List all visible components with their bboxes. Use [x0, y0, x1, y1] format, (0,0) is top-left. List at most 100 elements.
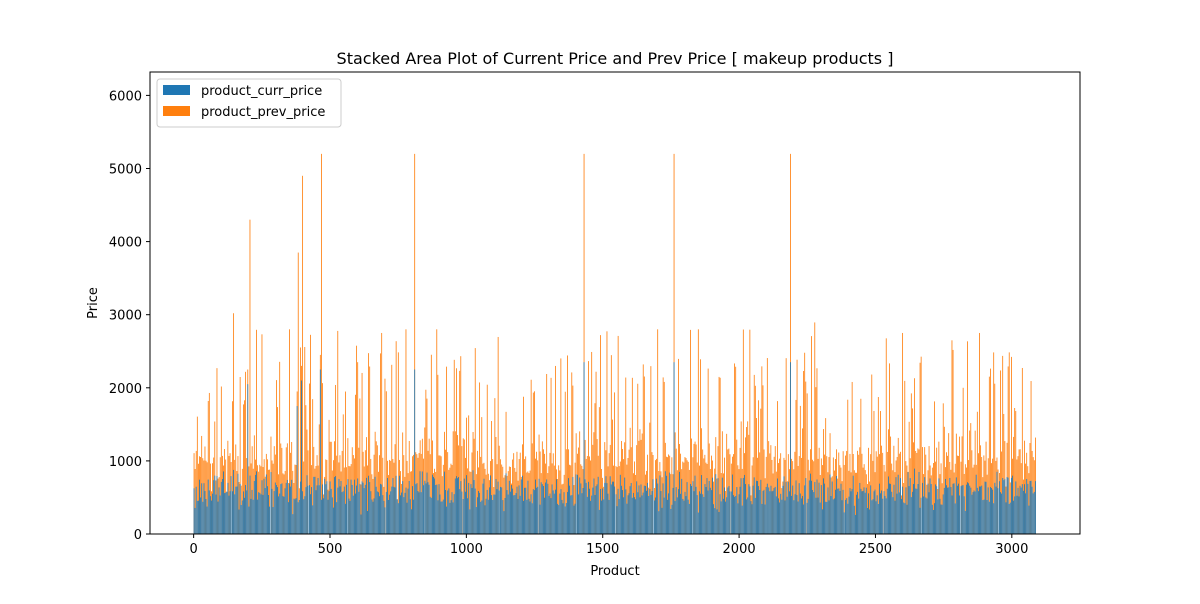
bar-curr-price [964, 510, 966, 534]
bar-curr-price [747, 497, 749, 534]
bar-curr-price [246, 490, 248, 534]
bar-curr-price [656, 478, 658, 534]
bar-curr-price [873, 491, 875, 534]
bar-curr-price [851, 489, 853, 534]
bar-curr-price [1029, 481, 1031, 534]
bar-curr-price [426, 472, 428, 534]
bar-curr-price [1020, 487, 1022, 534]
bar-curr-price [704, 484, 706, 534]
bar-curr-price [340, 481, 342, 534]
bar-curr-price [1026, 479, 1028, 534]
legend-swatch-curr-price [163, 85, 190, 95]
bar-curr-price [601, 500, 602, 534]
bar-curr-price [852, 475, 854, 534]
bar-prev-price [206, 462, 208, 534]
bar-curr-price [297, 502, 299, 534]
bar-prev-price [805, 381, 807, 534]
bar-curr-price [458, 477, 460, 534]
bar-prev-price [469, 471, 471, 534]
bar-prev-price [373, 454, 375, 534]
bar-curr-price [860, 488, 862, 534]
bar-curr-price [733, 495, 734, 534]
bar-curr-price [812, 489, 814, 534]
bar-curr-price [815, 497, 817, 534]
bar-curr-price [744, 474, 745, 534]
bar-curr-price [618, 499, 620, 534]
bar-prev-price [742, 329, 744, 534]
bar-curr-price [329, 481, 331, 534]
bar-curr-price [659, 475, 661, 534]
bar-curr-price [992, 489, 994, 534]
bar-prev-price [429, 454, 431, 534]
bar-curr-price [493, 494, 495, 534]
bar-prev-price [796, 359, 798, 534]
bar-curr-price [337, 487, 339, 534]
bar-prev-price [1013, 436, 1015, 534]
x-tick-label: 3000 [995, 542, 1028, 557]
bar-prev-price [990, 368, 991, 534]
bar-prev-price [309, 383, 310, 534]
bar-curr-price [886, 488, 888, 534]
bar-curr-price [862, 490, 864, 534]
bar-curr-price [905, 487, 907, 534]
bar-curr-price [702, 494, 704, 534]
bar-curr-price [841, 500, 843, 534]
bar-prev-price [437, 374, 439, 534]
bar-prev-price [460, 356, 462, 534]
bar-prev-price [289, 329, 290, 534]
bar-curr-price [718, 511, 720, 534]
bar-curr-price [311, 487, 313, 534]
bar-curr-price [463, 478, 465, 534]
bar-curr-price [369, 482, 371, 534]
bar-curr-price [928, 492, 930, 534]
bar-curr-price [348, 498, 350, 534]
bar-curr-price [1019, 485, 1021, 534]
bar-curr-price [436, 484, 438, 534]
bar-prev-price [546, 373, 548, 534]
bar-curr-price [492, 500, 494, 534]
bar-prev-price [741, 468, 743, 534]
bar-prev-price [658, 471, 660, 534]
bar-curr-price [323, 498, 325, 534]
bar-curr-price [687, 499, 689, 534]
bar-prev-price [335, 384, 337, 534]
bar-curr-price [255, 474, 256, 534]
bar-curr-price [452, 502, 454, 534]
bar-curr-price [385, 491, 387, 534]
bar-curr-price [975, 474, 977, 534]
bar-curr-price [293, 498, 295, 534]
bar-curr-price [1000, 492, 1001, 534]
bar-prev-price [572, 385, 574, 534]
bar-curr-price [716, 509, 718, 534]
bar-curr-price [802, 495, 803, 534]
bar-curr-price [415, 484, 417, 534]
bar-curr-price [1024, 484, 1025, 534]
bar-curr-price [253, 480, 255, 534]
bar-curr-price [570, 495, 572, 534]
bar-curr-price [686, 482, 688, 534]
bar-prev-price [629, 427, 631, 534]
bar-curr-price [709, 487, 711, 534]
bar-curr-price [260, 494, 262, 534]
bar-curr-price [244, 497, 245, 534]
bar-curr-price [926, 498, 928, 534]
bar-prev-price [233, 313, 235, 534]
bar-curr-price [643, 485, 645, 534]
bar-curr-price [976, 487, 978, 534]
bar-prev-price [707, 368, 709, 534]
bar-prev-price [1030, 381, 1032, 534]
bar-curr-price [724, 487, 725, 534]
bar-prev-price [426, 398, 428, 534]
bar-curr-price [872, 499, 874, 534]
bar-curr-price [575, 474, 577, 534]
bar-curr-price [530, 494, 532, 534]
bar-curr-price [467, 498, 469, 534]
bar-curr-price [654, 500, 655, 534]
bar-prev-price [302, 175, 304, 535]
bar-curr-price [555, 489, 556, 534]
bar-curr-price [200, 497, 202, 534]
bar-prev-price [746, 427, 748, 534]
bar-curr-price [512, 488, 514, 534]
bar-prev-price [940, 463, 942, 534]
bar-prev-price [779, 458, 781, 534]
